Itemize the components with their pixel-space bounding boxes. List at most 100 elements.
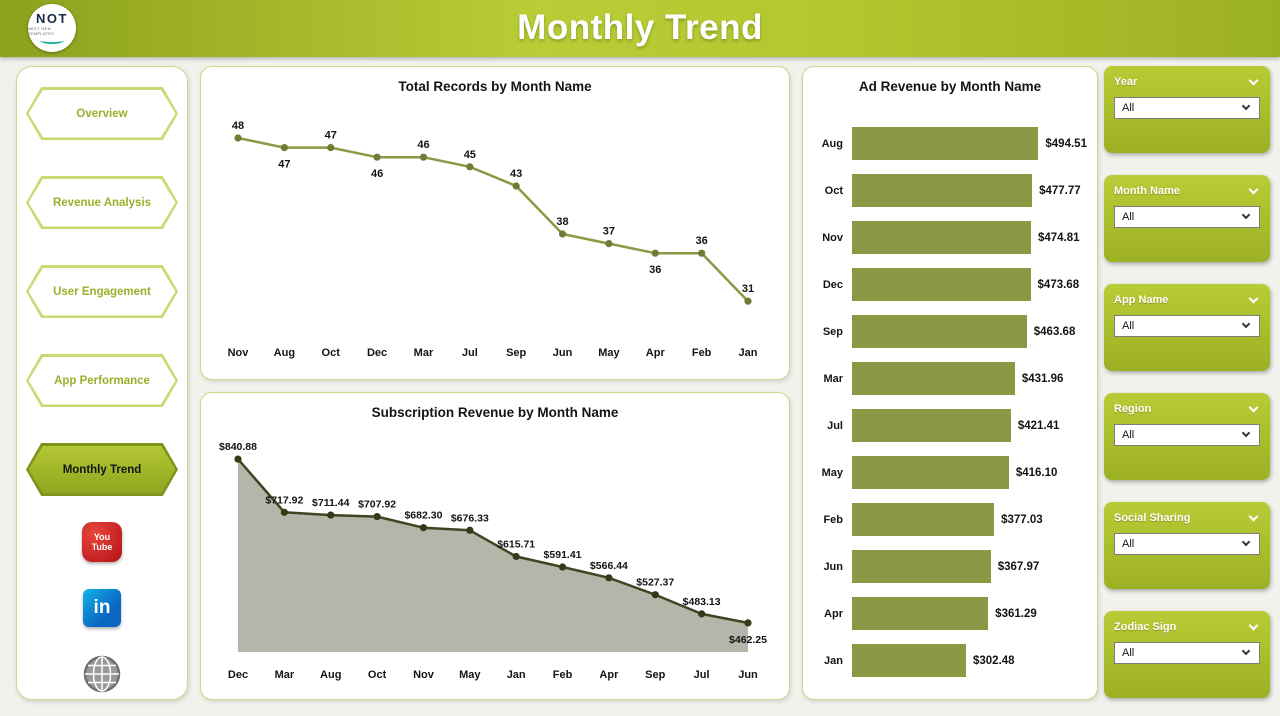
filter-label: Zodiac Sign bbox=[1114, 621, 1177, 633]
sidebar-item-monthly-trend[interactable]: Monthly Trend bbox=[26, 443, 178, 496]
bar[interactable] bbox=[852, 315, 1027, 348]
bar-category-label: Aug bbox=[821, 137, 843, 150]
data-point[interactable] bbox=[651, 591, 659, 599]
subscription-revenue-card: Subscription Revenue by Month Name $840.… bbox=[200, 392, 790, 700]
bar[interactable] bbox=[852, 597, 989, 630]
filter-value: All bbox=[1122, 102, 1135, 114]
data-point[interactable] bbox=[234, 455, 242, 463]
bar[interactable] bbox=[852, 644, 966, 677]
data-label: $591.41 bbox=[544, 549, 582, 561]
data-point[interactable] bbox=[373, 513, 381, 521]
data-point[interactable] bbox=[280, 144, 288, 152]
bar-category-label: Jul bbox=[827, 419, 843, 432]
data-point[interactable] bbox=[744, 297, 752, 305]
bar-row: Nov $474.81 bbox=[815, 214, 1097, 261]
bar-row: Aug $494.51 bbox=[815, 120, 1097, 167]
axis-label: Jun bbox=[738, 669, 758, 681]
data-point[interactable] bbox=[327, 511, 335, 519]
total-records-line-chart: 48 Nov 47 Aug 47 Oct 46 Dec 46 Mar 45 Jul 43 Sep 38 Jun… bbox=[228, 120, 758, 359]
sidebar-item-user-engagement[interactable]: User Engagement bbox=[26, 265, 178, 318]
bar[interactable] bbox=[852, 127, 1039, 160]
chevron-down-icon[interactable] bbox=[1248, 511, 1259, 521]
chevron-down-icon[interactable] bbox=[1248, 402, 1259, 412]
data-point[interactable] bbox=[512, 182, 520, 190]
youtube-icon[interactable]: You Tube bbox=[82, 522, 122, 562]
axis-label: Dec bbox=[367, 347, 387, 359]
chevron-down-icon[interactable] bbox=[1248, 75, 1259, 85]
data-label: $527.37 bbox=[636, 577, 674, 589]
bar-category-label: Nov bbox=[822, 231, 843, 244]
bar-category-label: Sep bbox=[822, 325, 843, 338]
data-point[interactable] bbox=[651, 249, 659, 257]
filter-dropdown[interactable]: All bbox=[1114, 315, 1260, 337]
data-point[interactable] bbox=[558, 230, 567, 238]
data-point[interactable] bbox=[744, 619, 752, 627]
data-point[interactable] bbox=[512, 552, 520, 561]
data-label: 46 bbox=[417, 139, 429, 151]
data-label: 45 bbox=[464, 149, 476, 161]
bar-row: Mar $431.96 bbox=[815, 355, 1097, 402]
bar[interactable] bbox=[852, 362, 1015, 395]
data-label: 47 bbox=[325, 130, 337, 142]
bar-category-label: Dec bbox=[822, 278, 843, 291]
data-point[interactable] bbox=[373, 153, 381, 161]
chart-title: Ad Revenue by Month Name bbox=[858, 79, 1042, 94]
bar[interactable] bbox=[852, 456, 1009, 489]
data-label: $707.92 bbox=[358, 499, 396, 511]
filter-label: Month Name bbox=[1114, 185, 1180, 197]
sidebar-item-label: Overview bbox=[28, 89, 176, 138]
data-point[interactable] bbox=[466, 526, 474, 534]
bar[interactable] bbox=[852, 174, 1033, 207]
sidebar-item-app-performance[interactable]: App Performance bbox=[26, 354, 178, 407]
data-point[interactable] bbox=[558, 563, 567, 571]
filter-dropdown[interactable]: All bbox=[1114, 424, 1260, 446]
data-point[interactable] bbox=[234, 134, 242, 142]
filter-value: All bbox=[1122, 429, 1135, 441]
sidebar-item-overview[interactable]: Overview bbox=[26, 87, 178, 140]
bar-value-label: $421.41 bbox=[1017, 419, 1060, 432]
data-point[interactable] bbox=[280, 508, 288, 516]
axis-label: Mar bbox=[414, 347, 434, 359]
filter-zodiac-sign: Zodiac Sign All bbox=[1104, 611, 1270, 698]
bar[interactable] bbox=[852, 268, 1031, 301]
data-label: 48 bbox=[232, 120, 244, 132]
chevron-down-icon bbox=[1241, 210, 1251, 220]
data-point[interactable] bbox=[698, 249, 706, 257]
axis-label: Oct bbox=[322, 347, 341, 359]
data-point[interactable] bbox=[698, 610, 706, 618]
social-links: You Tube in bbox=[82, 522, 122, 694]
bar[interactable] bbox=[852, 503, 995, 536]
chevron-down-icon[interactable] bbox=[1248, 620, 1259, 630]
sidebar-item-revenue-analysis[interactable]: Revenue Analysis bbox=[26, 176, 178, 229]
filter-dropdown[interactable]: All bbox=[1114, 533, 1260, 555]
page-title: Monthly Trend bbox=[517, 8, 763, 47]
data-point[interactable] bbox=[466, 163, 474, 171]
bar[interactable] bbox=[852, 550, 991, 583]
website-icon[interactable] bbox=[82, 654, 122, 694]
axis-label: Jul bbox=[462, 347, 478, 359]
data-label: $483.13 bbox=[683, 596, 721, 608]
filter-dropdown[interactable]: All bbox=[1114, 642, 1260, 664]
linkedin-icon[interactable]: in bbox=[83, 589, 121, 627]
axis-label: Aug bbox=[274, 347, 295, 359]
data-point[interactable] bbox=[419, 524, 428, 532]
bar[interactable] bbox=[852, 221, 1031, 254]
bar-row: Jan $302.48 bbox=[815, 637, 1097, 684]
axis-label: Sep bbox=[506, 347, 526, 359]
bar-value-label: $416.10 bbox=[1015, 466, 1058, 479]
data-point[interactable] bbox=[605, 240, 613, 248]
sidebar-nav: Overview Revenue Analysis User Engagement A… bbox=[26, 87, 178, 496]
data-point[interactable] bbox=[605, 574, 613, 582]
bar[interactable] bbox=[852, 409, 1011, 442]
data-point[interactable] bbox=[419, 153, 428, 161]
chevron-down-icon[interactable] bbox=[1248, 184, 1259, 194]
filter-dropdown[interactable]: All bbox=[1114, 97, 1260, 119]
filter-dropdown[interactable]: All bbox=[1114, 206, 1260, 228]
bar-row: May $416.10 bbox=[815, 449, 1097, 496]
bar-value-label: $431.96 bbox=[1021, 372, 1064, 385]
subscription-revenue-area-chart: $840.88 Dec $717.92 Mar $711.44 Aug $707.92 Oct… bbox=[219, 441, 767, 681]
brand-swoosh-icon bbox=[40, 37, 64, 44]
chevron-down-icon[interactable] bbox=[1248, 293, 1259, 303]
bar-category-label: Oct bbox=[824, 184, 843, 197]
data-point[interactable] bbox=[327, 144, 335, 152]
